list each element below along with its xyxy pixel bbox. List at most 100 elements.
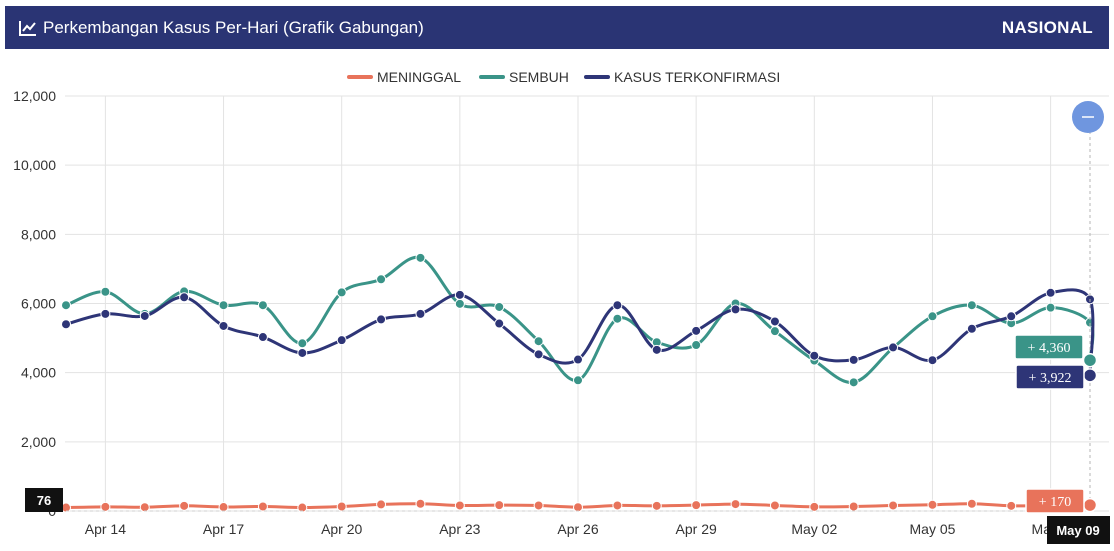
series-sembuh[interactable]	[61, 252, 1095, 388]
data-point[interactable]	[612, 500, 623, 511]
data-point[interactable]	[100, 286, 111, 297]
data-point[interactable]	[139, 502, 150, 513]
data-point[interactable]	[297, 347, 308, 358]
data-point[interactable]	[612, 313, 623, 324]
data-point[interactable]	[336, 287, 347, 298]
data-point[interactable]	[179, 500, 190, 511]
data-point[interactable]	[454, 500, 465, 511]
data-point[interactable]	[651, 500, 662, 511]
data-point[interactable]	[927, 355, 938, 366]
data-point[interactable]	[848, 501, 859, 512]
series-line[interactable]	[65, 502, 1095, 510]
data-point[interactable]	[691, 340, 702, 350]
data-point[interactable]	[573, 375, 583, 386]
data-point[interactable]	[336, 335, 347, 346]
y-crosshair-marker: 76	[25, 488, 63, 512]
data-point[interactable]	[415, 498, 426, 509]
data-point[interactable]	[691, 325, 702, 336]
data-point[interactable]	[376, 499, 387, 510]
data-point[interactable]	[415, 308, 426, 319]
data-point[interactable]	[297, 502, 308, 513]
data-point[interactable]	[100, 308, 111, 319]
data-point[interactable]	[257, 300, 268, 311]
legend-label[interactable]: MENINGGAL	[377, 69, 461, 85]
data-point[interactable]	[966, 300, 977, 311]
data-point[interactable]	[848, 377, 859, 388]
data-point[interactable]	[257, 501, 268, 512]
data-point[interactable]	[730, 499, 741, 510]
data-point[interactable]	[848, 354, 859, 365]
legend-label[interactable]: SEMBUH	[509, 69, 569, 85]
tooltip-kasus: + 3,922	[1015, 364, 1085, 390]
data-point[interactable]	[100, 501, 111, 512]
legend-item-meninggal[interactable]: MENINGGAL	[347, 69, 461, 85]
tooltip-meninggal: + 170	[1025, 488, 1085, 514]
tooltip-value: + 170	[1039, 495, 1071, 510]
data-point[interactable]	[1006, 500, 1017, 511]
tooltip-value: + 3,922	[1029, 371, 1072, 386]
series-kasus-terkonfirmasi[interactable]	[61, 287, 1095, 376]
data-point[interactable]	[691, 500, 702, 511]
data-point[interactable]	[1045, 287, 1056, 298]
data-point[interactable]	[257, 332, 268, 343]
data-point[interactable]	[61, 300, 71, 311]
data-point[interactable]	[1045, 302, 1056, 313]
data-point[interactable]	[218, 502, 229, 513]
title-wrap: Perkembangan Kasus Per-Hari (Grafik Gabu…	[19, 18, 424, 38]
data-point[interactable]	[888, 500, 899, 511]
data-point[interactable]	[494, 318, 505, 329]
data-point[interactable]	[336, 501, 347, 512]
data-point[interactable]	[494, 301, 505, 312]
hover-point-kasus	[1082, 368, 1098, 383]
data-point[interactable]	[218, 300, 229, 311]
data-point[interactable]	[769, 316, 780, 327]
data-point[interactable]	[533, 349, 544, 360]
x-tick-label: Apr 17	[203, 521, 244, 537]
x-tick-label: Apr 14	[85, 521, 126, 537]
data-point[interactable]	[454, 298, 465, 309]
data-point[interactable]	[651, 344, 662, 355]
data-point[interactable]	[415, 252, 426, 263]
legend-label[interactable]: KASUS TERKONFIRMASI	[614, 69, 780, 85]
y-tick-label: 10,000	[13, 157, 56, 173]
data-point[interactable]	[297, 338, 308, 349]
series-line[interactable]	[65, 288, 1095, 376]
data-point[interactable]	[612, 300, 623, 311]
series-line[interactable]	[65, 255, 1095, 384]
data-point[interactable]	[573, 354, 583, 365]
data-point[interactable]	[730, 304, 741, 315]
data-point[interactable]	[454, 289, 465, 300]
y-tick-label: 6,000	[21, 296, 56, 312]
data-point[interactable]	[376, 274, 387, 285]
data-point[interactable]	[966, 498, 977, 509]
data-point[interactable]	[769, 500, 780, 511]
x-tick-label: Apr 29	[676, 521, 717, 537]
data-point[interactable]	[494, 500, 505, 511]
data-point[interactable]	[573, 502, 583, 513]
data-point[interactable]	[218, 320, 229, 331]
data-point[interactable]	[376, 314, 387, 325]
legend-item-kasus-terkonfirmasi[interactable]: KASUS TERKONFIRMASI	[584, 69, 780, 85]
x-tick-label: May 02	[791, 521, 837, 537]
legend-item-sembuh[interactable]: SEMBUH	[479, 69, 569, 85]
data-point[interactable]	[533, 336, 544, 347]
data-point[interactable]	[927, 499, 938, 510]
data-point[interactable]	[139, 310, 150, 321]
legend[interactable]: MENINGGAL SEMBUH KASUS TERKONFIRMASI	[347, 69, 780, 85]
data-point[interactable]	[61, 319, 71, 330]
data-point[interactable]	[179, 292, 190, 303]
series-layer[interactable]	[61, 252, 1095, 513]
zoom-reset-button[interactable]	[1072, 101, 1104, 133]
data-point[interactable]	[966, 323, 977, 334]
data-point[interactable]	[809, 350, 820, 361]
series-meninggal[interactable]	[61, 498, 1095, 513]
data-point[interactable]	[927, 311, 938, 322]
data-point[interactable]	[769, 326, 780, 337]
data-point[interactable]	[809, 501, 820, 512]
tooltip-value: + 4,360	[1028, 341, 1071, 356]
data-point[interactable]	[533, 500, 544, 511]
data-point[interactable]	[888, 342, 899, 353]
data-point[interactable]	[1006, 311, 1017, 322]
